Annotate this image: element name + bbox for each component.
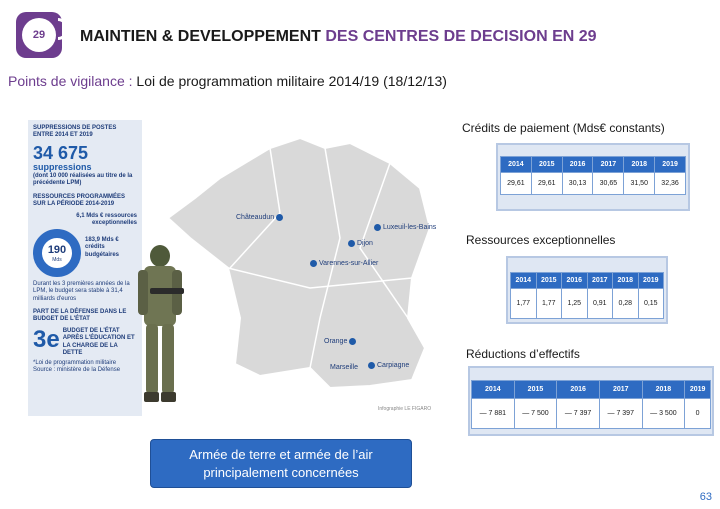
table-cell: — 7 500 <box>513 398 558 429</box>
effectifs-table: 2014 2015 2016 2017 2018 2019 — 7 881— 7 500—… <box>471 380 711 429</box>
page-title-accent: DES CENTRES DE DECISION EN 29 <box>325 28 597 45</box>
table-row: 1,77 1,77 1,25 0,91 0,28 0,15 <box>510 288 664 319</box>
page-title-main: MAINTIEN & DEVELOPPEMENT <box>80 28 326 45</box>
info-rank: 3e <box>33 326 60 354</box>
pin-icon <box>348 240 355 247</box>
table-header-cell: 2017 <box>592 156 625 173</box>
credits-table-title: Crédits de paiement (Mds€ constants) <box>462 121 665 135</box>
table-cell: — 7 881 <box>471 398 515 429</box>
map-city-marseille: Marseille <box>330 364 359 371</box>
credits-table: 2014 2015 2016 2017 2018 2019 29,61 29,61 30,13… <box>500 156 686 195</box>
exceptionnelles-table: 2014 2015 2016 2017 2018 2019 1,77 1,77 1,25 0,9… <box>510 272 664 319</box>
callout-line-1: Armée de terre et armée de l’air <box>189 446 373 462</box>
logo-number: 29 <box>32 29 46 41</box>
subtitle-label: Points de vigilance : <box>8 73 137 89</box>
table-header-cell: 2014 <box>471 380 515 399</box>
info-rank-text: budget de l'État après l'éducation et la… <box>62 328 135 356</box>
info-resources-heading: Ressources programmées sur la période 20… <box>33 193 126 207</box>
pin-icon <box>349 338 357 345</box>
map-city-orange: Orange <box>324 338 357 345</box>
page-title: MAINTIEN & DEVELOPPEMENT DES CENTRES DE … <box>80 28 597 46</box>
pin-icon <box>368 362 375 369</box>
map-city-dijon: Dijon <box>348 240 373 247</box>
info-budget: 183,9 Mds € crédits budgétaires <box>85 237 120 258</box>
effectifs-table-title: Réductions d’effectifs <box>466 347 580 361</box>
table-cell: 0,28 <box>612 288 639 319</box>
table-header-cell: 2019 <box>654 156 686 173</box>
info-footnote: *Loi de programmation militaire <box>33 359 117 366</box>
table-cell: — 7 397 <box>598 398 643 429</box>
table-cell: 29,61 <box>530 172 563 195</box>
table-cell: 32,36 <box>654 172 686 195</box>
info-suppressions-note: (dont 10 000 réalisées au titre de la pr… <box>33 173 133 187</box>
donut-chart: 190 Mds <box>33 229 81 278</box>
table-cell: 0,15 <box>637 288 664 319</box>
france-map-shape <box>166 136 432 390</box>
soldier-icon <box>138 245 184 402</box>
info-suppressions-label: suppressions <box>33 162 92 173</box>
table-header-cell: 2019 <box>637 272 664 289</box>
table-cell: 1,77 <box>510 288 537 319</box>
france-map: Châteaudun Luxeuil-les-Bains Dijon Varen… <box>138 118 450 418</box>
info-source: Source : ministère de la Défense <box>33 367 121 374</box>
logo-badge: 29 <box>22 18 56 52</box>
table-header-row: 2014 2015 2016 2017 2018 2019 <box>500 156 686 173</box>
info-stable-note: Durant les 3 premières années de la LPM,… <box>33 281 130 302</box>
table-header-cell: 2015 <box>535 272 562 289</box>
table-row: 29,61 29,61 30,13 30,65 31,50 32,36 <box>500 172 686 195</box>
table-header-cell: 2018 <box>623 156 656 173</box>
table-header-row: 2014 2015 2016 2017 2018 2019 <box>510 272 664 289</box>
map-city-varennes: Varennes-sur-Allier <box>310 260 378 267</box>
table-header-row: 2014 2015 2016 2017 2018 2019 <box>471 380 711 399</box>
table-header-cell: 2018 <box>612 272 639 289</box>
info-share-heading: Part de la défense dans le budget de l'É… <box>33 308 127 323</box>
map-city-chateaudun: Châteaudun <box>236 214 284 221</box>
table-header-cell: 2016 <box>556 380 600 399</box>
page-subtitle: Points de vigilance : Loi de programmati… <box>8 73 447 89</box>
table-header-cell: 2015 <box>513 380 558 399</box>
table-cell: 0 <box>684 398 711 429</box>
table-cell: 30,65 <box>592 172 625 195</box>
infographic-panel: Suppressions de postes entre 2014 et 201… <box>28 120 142 416</box>
pin-icon <box>310 260 317 267</box>
info-suppressions-number: 34 675 <box>33 143 89 164</box>
table-row: — 7 881— 7 500— 7 397— 7 397— 3 500 0 <box>471 398 711 429</box>
table-header-cell: 2017 <box>598 380 643 399</box>
exceptionnelles-table-title: Ressources exceptionnelles <box>466 233 616 247</box>
map-credit: Infographie LE FIGARO <box>378 406 432 412</box>
map-city-carpiagne: Carpiagne <box>368 362 409 369</box>
table-header-cell: 2014 <box>500 156 532 173</box>
table-cell: 29,61 <box>500 172 532 195</box>
table-header-cell: 2017 <box>586 272 613 289</box>
table-header-cell: 2014 <box>510 272 537 289</box>
table-header-cell: 2019 <box>684 380 711 399</box>
pin-icon <box>374 224 381 231</box>
logo: 29 <box>16 12 68 58</box>
info-suppressions-heading: Suppressions de postes entre 2014 et 201… <box>33 125 117 139</box>
callout-line-2: principalement concernées <box>203 464 359 480</box>
table-header-cell: 2016 <box>561 156 594 173</box>
table-cell: 1,25 <box>561 288 588 319</box>
table-cell: 1,77 <box>535 288 562 319</box>
table-cell: 31,50 <box>623 172 656 195</box>
table-cell: 0,91 <box>586 288 613 319</box>
pin-icon <box>276 214 284 221</box>
table-header-cell: 2015 <box>530 156 563 173</box>
table-cell: — 7 397 <box>556 398 600 429</box>
logo-arc-icon <box>58 18 68 40</box>
callout-box: Armée de terre et armée de l’air princip… <box>150 439 412 488</box>
table-cell: — 3 500 <box>641 398 686 429</box>
donut-unit: Mds <box>52 256 62 263</box>
table-cell: 30,13 <box>561 172 594 195</box>
table-header-cell: 2016 <box>561 272 588 289</box>
table-header-cell: 2018 <box>641 380 686 399</box>
info-exceptional: 6,1 Mds € ressources exceptionnelles <box>76 212 137 227</box>
map-city-luxeuil: Luxeuil-les-Bains <box>374 224 436 231</box>
page-number: 63 <box>699 491 712 503</box>
subtitle-text: Loi de programmation militaire 2014/19 (… <box>136 73 447 89</box>
donut-value: 190 <box>47 243 67 256</box>
